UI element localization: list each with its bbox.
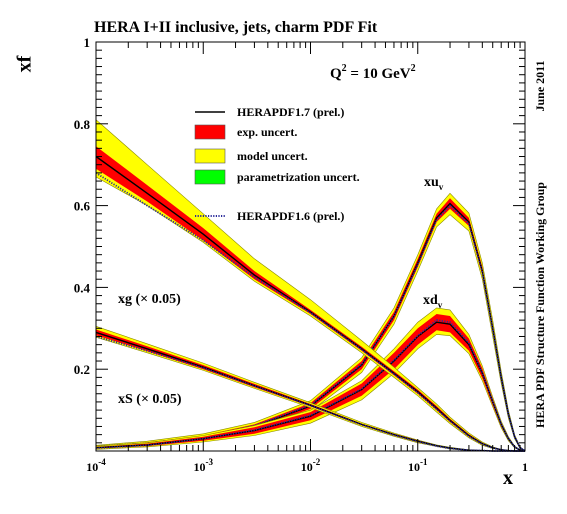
label-xg: xg (× 0.05) [118,292,181,307]
legend-label: model uncert. [237,149,308,163]
legend-label: HERAPDF1.7 (prel.) [237,105,344,119]
legend-label: HERAPDF1.6 (prel.) [237,209,344,223]
x-axis-label: x [503,467,513,489]
x-tick-label-exp: -1 [420,457,428,467]
y-tick-label: 0.4 [74,280,91,295]
scale-label-mid: = 10 GeV [347,66,411,82]
label-xuv-base: xu [424,175,439,190]
chart-title: HERA I+II inclusive, jets, charm PDF Fit [94,19,378,36]
legend-label: exp. uncert. [237,125,297,139]
x-tick-label: 10-3 [194,457,214,474]
legend-swatch-box [194,169,226,185]
x-tick-label: 1 [522,460,528,474]
axes-layer: 10-4 10-3 10-2 10-1 10.20.40.60.81 [74,35,528,474]
label-xs: xS (× 0.05) [118,392,182,407]
x-tick-label-exp: -2 [313,457,321,467]
y-tick-label: 0.8 [74,117,91,132]
label-xuv: xuv [424,175,444,192]
x-tick-label-exp: -4 [98,457,106,467]
legend-label: parametrization uncert. [237,170,360,184]
group-label: HERA PDF Structure Function Working Grou… [533,182,547,428]
x-tick-label: 10-1 [408,457,428,474]
label-xdv-sub: v [438,300,443,310]
y-tick-label: 1 [84,35,91,50]
series-1-line-16 [95,319,526,452]
x-tick-label-base: 10 [408,460,420,474]
scale-label-sup: 2 [342,63,347,74]
x-tick-label: 10-2 [301,457,321,474]
legend-swatch-box [194,148,226,164]
label-xdv-base: xd [423,293,438,308]
label-xdv: xdv [423,293,443,310]
scale-label-base: Q [330,66,342,82]
x-tick-label-base: 10 [194,460,206,474]
x-tick-label-base: 10 [301,460,313,474]
scale-label: Q2 = 10 GeV2 [330,63,416,82]
x-tick-label: 10-4 [86,457,106,474]
series-3-line-16 [95,335,525,452]
y-axis-label: xf [14,55,36,72]
series-2-line-16 [95,172,525,452]
date-label: June 2011 [533,60,547,111]
x-tick-label-exp: -3 [206,457,214,467]
x-tick-label-base: 1 [522,460,528,474]
x-tick-label-base: 10 [86,460,98,474]
scale-label-sup2: 2 [411,63,416,74]
y-tick-label: 0.6 [74,199,91,214]
y-tick-label: 0.2 [74,362,90,377]
label-xuv-sub: v [439,182,444,192]
legend: HERAPDF1.7 (prel.) exp. uncert. model unce… [194,105,360,223]
legend-swatch-box [194,124,226,140]
